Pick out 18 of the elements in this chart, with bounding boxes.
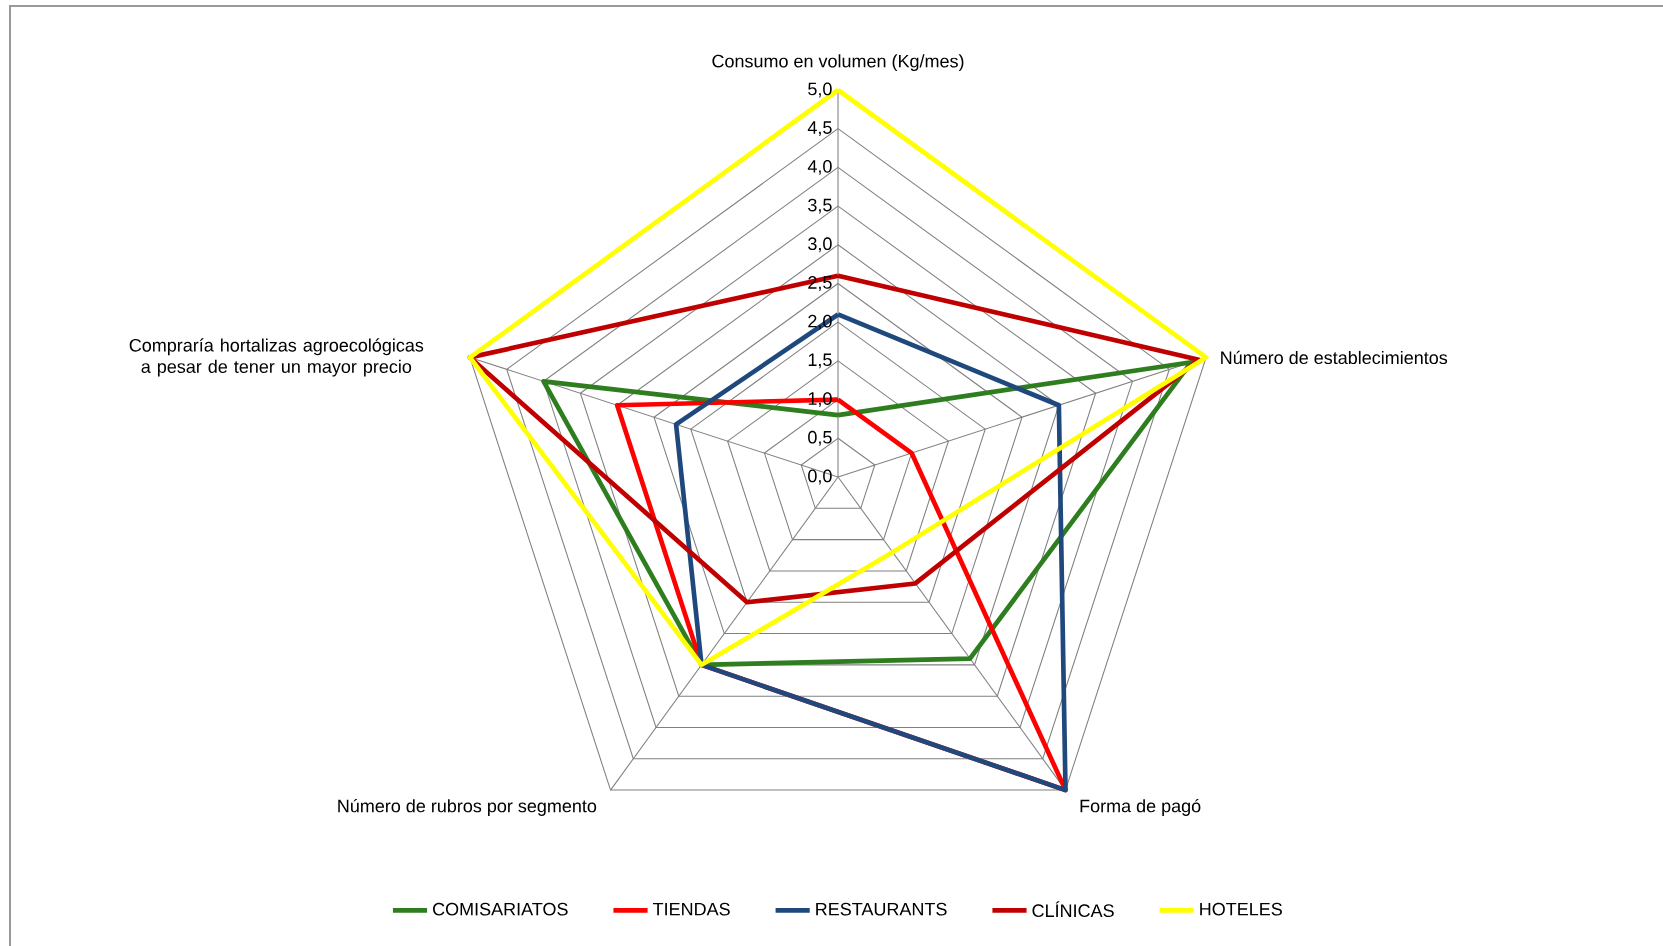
legend-label: TIENDAS: [652, 902, 730, 916]
y-tick-label: 3,5: [808, 198, 832, 214]
legend-label: HOTELES: [1200, 902, 1282, 916]
y-tick-label: 1,5: [808, 353, 832, 369]
y-tick-label: 0,5: [808, 430, 832, 446]
spoke-label: Compraría hortalizas agroecológicas a pesar de tener un mayor precio: [129, 338, 424, 377]
y-tick-label: 4,5: [807, 121, 832, 137]
spoke-label: Número de establecimientos: [1221, 350, 1448, 365]
spoke-label: Forma de pagó: [1080, 798, 1201, 816]
spoke-label: Consumo en volumen (Kg/mes): [712, 54, 964, 72]
legend-label: CLÍNICAS: [1032, 901, 1114, 918]
legend-label: COMISARIATOS: [433, 902, 568, 916]
legend-label: RESTAURANTS: [816, 902, 947, 916]
spoke-label: Número de rubros por segmento: [338, 798, 597, 816]
y-tick-label: 4,0: [807, 159, 832, 175]
y-tick-label: 0,0: [808, 469, 832, 485]
y-tick-label: 3,0: [808, 237, 832, 253]
y-tick-label: 5,0: [808, 82, 832, 98]
